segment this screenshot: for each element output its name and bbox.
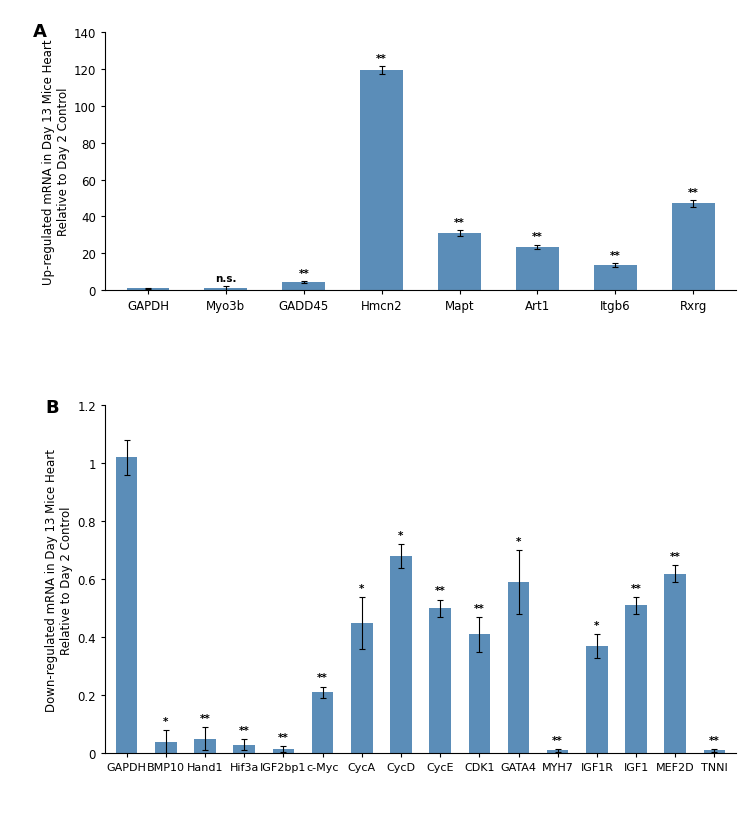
- Text: *: *: [516, 537, 521, 546]
- Bar: [273, 749, 294, 753]
- Text: **: **: [474, 603, 484, 613]
- Bar: [430, 609, 451, 753]
- Text: **: **: [454, 218, 465, 228]
- Bar: [469, 635, 490, 753]
- Text: **: **: [688, 187, 698, 197]
- Text: **: **: [631, 583, 641, 593]
- Text: **: **: [709, 735, 719, 745]
- Text: **: **: [532, 232, 543, 242]
- Bar: [360, 71, 403, 291]
- Text: n.s.: n.s.: [215, 273, 237, 283]
- Text: **: **: [278, 732, 289, 742]
- Text: **: **: [239, 724, 249, 734]
- Text: *: *: [398, 531, 403, 541]
- Bar: [155, 742, 176, 753]
- Bar: [508, 583, 529, 753]
- Text: B: B: [45, 399, 59, 416]
- Text: *: *: [359, 583, 364, 593]
- Text: **: **: [317, 672, 328, 682]
- Bar: [671, 205, 714, 291]
- Bar: [116, 458, 137, 753]
- Text: **: **: [610, 251, 620, 261]
- Text: **: **: [670, 551, 680, 561]
- Text: **: **: [200, 713, 210, 723]
- Text: **: **: [298, 268, 309, 278]
- Text: A: A: [32, 23, 47, 41]
- Text: **: **: [552, 735, 563, 745]
- Bar: [234, 745, 255, 753]
- Bar: [626, 606, 647, 753]
- Y-axis label: Down-regulated mRNA in Day 13 Mice Heart
Relative to Day 2 Control: Down-regulated mRNA in Day 13 Mice Heart…: [45, 448, 73, 711]
- Bar: [547, 751, 569, 753]
- Text: *: *: [594, 620, 599, 630]
- Bar: [351, 623, 372, 753]
- Bar: [704, 751, 725, 753]
- Bar: [586, 647, 608, 753]
- Bar: [127, 289, 170, 291]
- Bar: [594, 266, 637, 291]
- Bar: [312, 693, 333, 753]
- Bar: [391, 556, 412, 753]
- Y-axis label: Up-regulated mRNA in Day 13 Mice Heart
Relative to Day 2 Control: Up-regulated mRNA in Day 13 Mice Heart R…: [41, 39, 70, 285]
- Bar: [204, 288, 247, 291]
- Bar: [438, 233, 481, 291]
- Text: *: *: [163, 716, 168, 726]
- Bar: [516, 248, 559, 291]
- Text: **: **: [376, 54, 387, 64]
- Bar: [195, 739, 216, 753]
- Bar: [665, 574, 686, 753]
- Bar: [282, 282, 325, 291]
- Text: **: **: [435, 585, 445, 595]
